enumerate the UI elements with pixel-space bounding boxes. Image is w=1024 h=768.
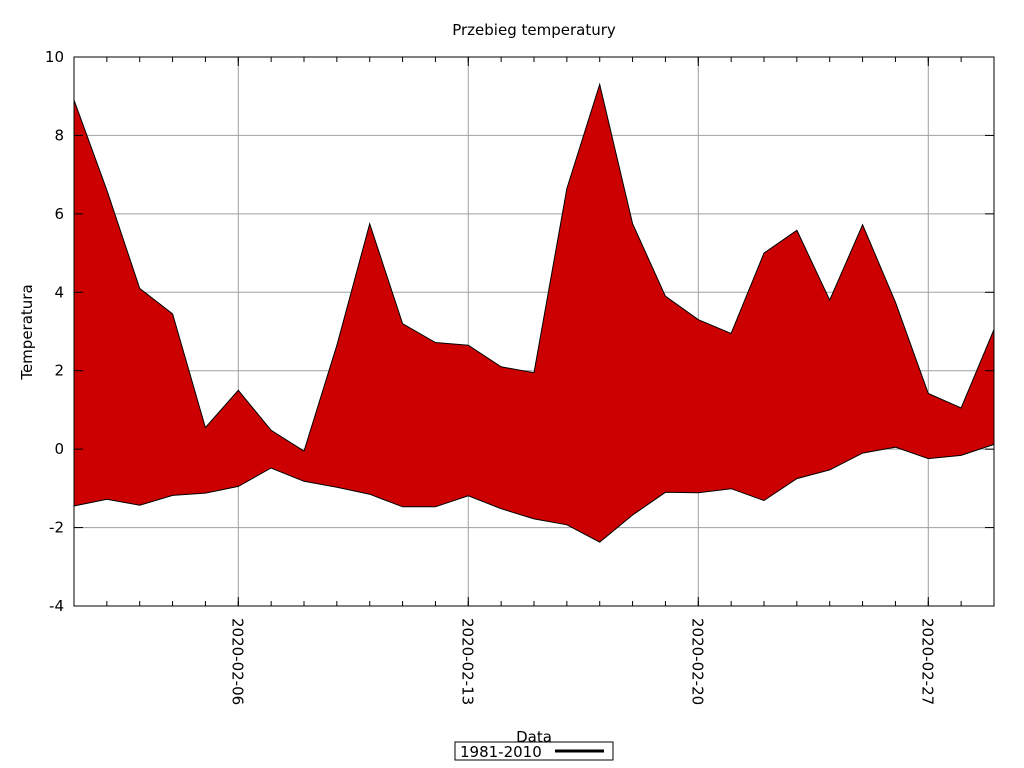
y-tick-label: 8 xyxy=(54,126,64,144)
y-tick-labels: -4 -2 0 2 4 6 8 10 xyxy=(45,48,64,615)
axis-ticks xyxy=(74,56,994,607)
y-tick-label: 0 xyxy=(54,440,64,458)
x-tick-label: 2020-02-06 xyxy=(228,618,246,705)
y-tick-label: 2 xyxy=(54,362,64,380)
y-tick-label: 4 xyxy=(54,283,64,301)
x-tick-label: 2020-02-20 xyxy=(688,618,706,705)
legend-label: 1981-2010 xyxy=(460,743,542,761)
temperature-range-fill xyxy=(74,84,994,543)
legend: 1981-2010 xyxy=(454,741,614,761)
lower-bound-line xyxy=(73,443,995,543)
y-tick-label: 10 xyxy=(45,48,64,66)
y-tick-label: 6 xyxy=(54,205,64,223)
chart-title: Przebieg temperatury xyxy=(452,21,616,39)
y-axis-label: Temperatura xyxy=(18,284,36,380)
x-tick-label: 2020-02-27 xyxy=(918,618,936,705)
y-tick-label: -4 xyxy=(49,597,64,615)
legend-box xyxy=(454,741,614,761)
x-tick-labels: 2020-02-06 2020-02-13 2020-02-20 2020-02-27 xyxy=(228,618,936,705)
upper-bound-line xyxy=(73,82,995,452)
y-tick-label: -2 xyxy=(49,519,64,537)
x-tick-label: 2020-02-13 xyxy=(458,618,476,705)
area-series xyxy=(73,82,995,543)
